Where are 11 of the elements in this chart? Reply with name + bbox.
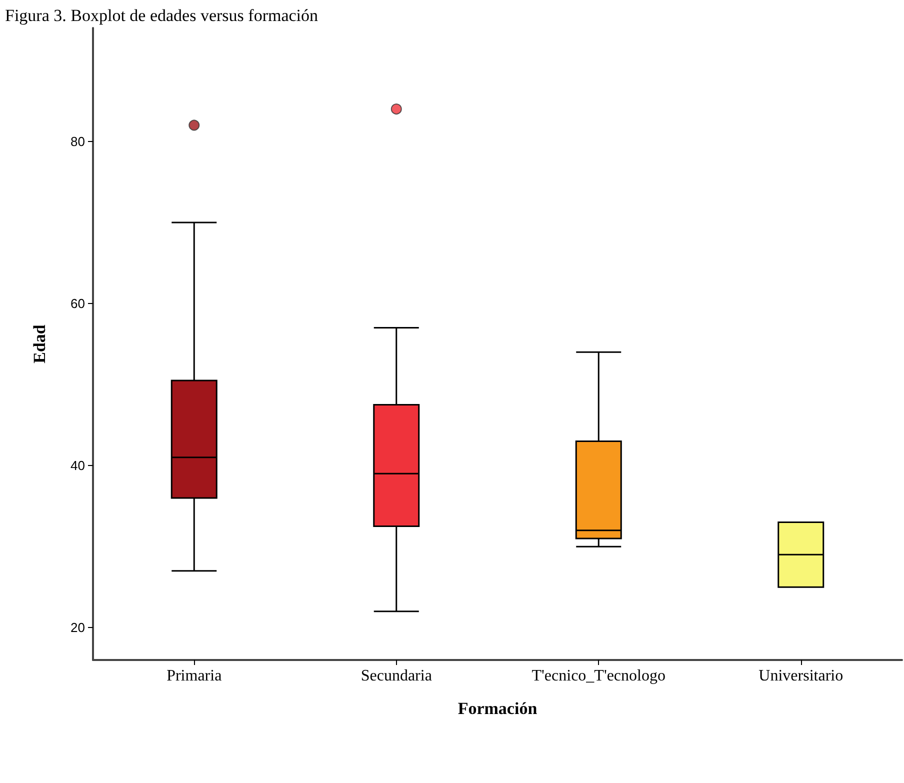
x-tick-label: Primaria: [166, 668, 222, 684]
y-tick-label: 40: [70, 458, 85, 474]
x-tick-label: Secundaria: [360, 668, 432, 684]
x-axis-title: Formación: [458, 699, 538, 718]
y-tick-label: 60: [70, 296, 85, 311]
y-tick-label: 80: [70, 134, 85, 149]
y-axis-title: Edad: [30, 324, 49, 364]
x-tick-label: Universitario: [758, 668, 844, 684]
y-tick-label: 20: [70, 620, 85, 636]
chart-title: Figura 3. Boxplot de edades versus formación: [5, 6, 319, 25]
x-tick-label: T'ecnico_T'ecnologo: [532, 668, 666, 684]
